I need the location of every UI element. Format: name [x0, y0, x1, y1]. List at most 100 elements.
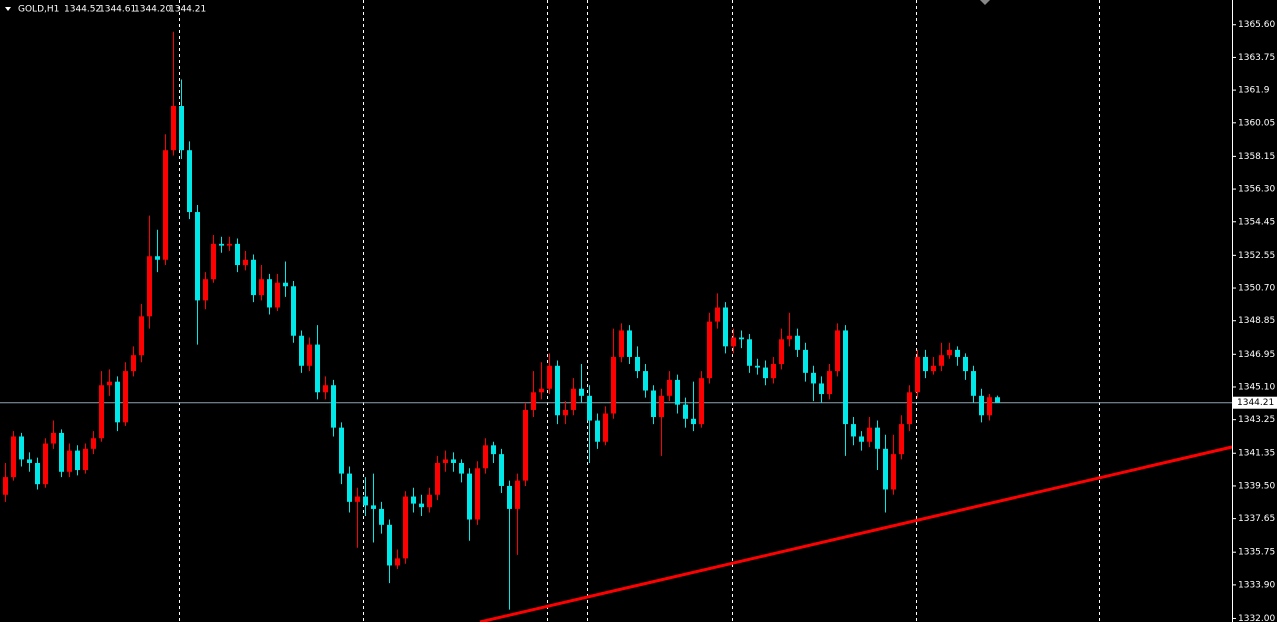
- menu-triangle[interactable]: [5, 7, 11, 11]
- candle-body: [755, 365, 760, 368]
- candle-body: [187, 150, 192, 213]
- candle-body: [723, 307, 728, 347]
- candle-body: [715, 307, 720, 322]
- candle-body: [27, 459, 32, 463]
- candle-body: [619, 330, 624, 357]
- candle-body: [579, 388, 584, 396]
- candle-body: [307, 344, 312, 366]
- candle-body: [859, 436, 864, 442]
- candle-body: [643, 371, 648, 391]
- candle-body: [179, 106, 184, 151]
- candle-body: [747, 339, 752, 366]
- y-tick-label: 1356.30: [1238, 185, 1275, 195]
- candle-body: [835, 330, 840, 372]
- candle-body: [699, 378, 704, 425]
- candle-body: [115, 381, 120, 423]
- candle-body: [771, 364, 776, 379]
- candle-body: [531, 392, 536, 410]
- candle-body: [19, 436, 24, 460]
- candle-body: [355, 496, 360, 502]
- candle-body: [155, 256, 160, 260]
- candle-body: [483, 445, 488, 469]
- header-value: 1344.20: [134, 5, 171, 15]
- candle-body: [251, 259, 256, 296]
- candle-body: [435, 462, 440, 495]
- candle-body: [475, 468, 480, 520]
- candle-body: [91, 438, 96, 449]
- candle-body: [883, 448, 888, 490]
- candle-body: [499, 454, 504, 486]
- y-tick-label: 1348.85: [1238, 316, 1275, 326]
- candle-body: [259, 279, 264, 296]
- candle-body: [171, 106, 176, 151]
- candle-body: [947, 349, 952, 356]
- current-price-label: 1344.21: [1237, 398, 1274, 408]
- candle-body: [219, 243, 224, 246]
- candle-body: [331, 385, 336, 428]
- candle-body: [571, 388, 576, 410]
- candle-body: [979, 395, 984, 416]
- candle-body: [707, 321, 712, 379]
- y-tick-label: 1337.65: [1238, 514, 1275, 524]
- candle-body: [99, 385, 104, 439]
- y-tick-label: 1358.15: [1238, 152, 1275, 162]
- candle-body: [787, 335, 792, 340]
- candle-body: [451, 459, 456, 463]
- period-separators: [179, 0, 1100, 622]
- candle-body: [315, 344, 320, 393]
- candle-body: [283, 282, 288, 287]
- header-value: 1344.52: [64, 5, 101, 15]
- candle-body: [659, 395, 664, 418]
- current-price-box: [1233, 396, 1277, 409]
- candle-body: [459, 462, 464, 474]
- candle-body: [891, 454, 896, 490]
- candle-body: [819, 383, 824, 395]
- candle-body: [667, 379, 672, 396]
- candle-body: [587, 395, 592, 421]
- candle-body: [939, 355, 944, 366]
- y-tick-label: 1361.9: [1238, 86, 1270, 96]
- candle-body: [195, 212, 200, 301]
- candle-body: [843, 330, 848, 425]
- candle-body: [507, 485, 512, 509]
- y-tick-label: 1335.75: [1238, 548, 1275, 558]
- candle-body: [971, 371, 976, 396]
- y-tick-label: 1354.45: [1238, 217, 1275, 227]
- candle-body: [51, 432, 56, 444]
- header-value: 1344.61: [99, 5, 136, 15]
- candle-body: [779, 339, 784, 365]
- y-tick-label: 1332.00: [1238, 614, 1275, 622]
- candle-body: [163, 150, 168, 260]
- candle-body: [67, 450, 72, 472]
- candle-body: [139, 316, 144, 356]
- y-tick-label: 1350.70: [1238, 284, 1275, 294]
- candle-body: [323, 385, 328, 393]
- candle-body: [235, 243, 240, 266]
- y-tick-label: 1339.50: [1238, 481, 1275, 491]
- candle-body: [131, 355, 136, 372]
- candle-body: [427, 494, 432, 508]
- candle-body: [731, 337, 736, 347]
- candle-body: [683, 404, 688, 419]
- y-tick-label: 1345.10: [1238, 382, 1275, 392]
- candle-body: [987, 397, 992, 416]
- candle-body: [635, 356, 640, 372]
- candle-body: [347, 473, 352, 502]
- candle-body: [915, 356, 920, 393]
- y-tick-label: 1343.25: [1238, 415, 1275, 425]
- candle-body: [875, 427, 880, 449]
- candle-body: [811, 372, 816, 384]
- candle-body: [243, 259, 248, 266]
- candle-body: [11, 436, 16, 478]
- symbol: GOLD,H1: [18, 5, 59, 15]
- candle-body: [147, 256, 152, 317]
- candle-body: [403, 496, 408, 559]
- candle-body: [411, 496, 416, 504]
- candle-body: [675, 379, 680, 405]
- candle-body: [963, 356, 968, 372]
- candle-body: [651, 390, 656, 418]
- candle-body: [107, 381, 112, 386]
- candle-body: [227, 243, 232, 246]
